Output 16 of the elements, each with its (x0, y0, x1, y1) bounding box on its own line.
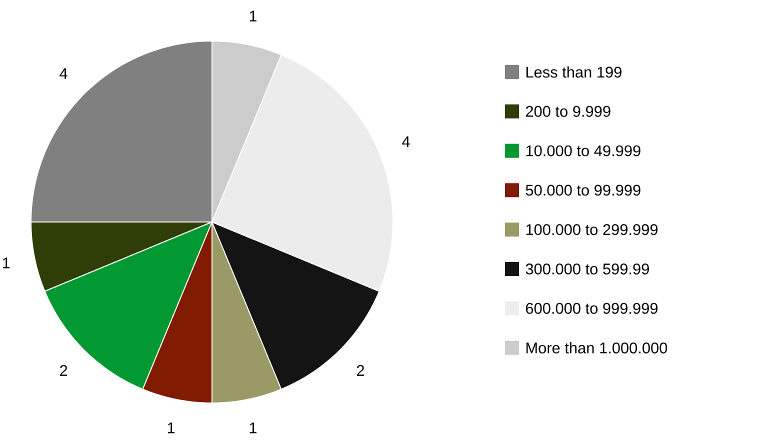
data-label: 4 (60, 68, 68, 79)
data-label: 2 (356, 365, 364, 376)
data-label: 1 (250, 422, 257, 434)
legend-label: 200 to 9.999 (526, 106, 610, 117)
data-label: 4 (402, 136, 410, 147)
legend-label: 300.000 to 599.99 (526, 264, 649, 274)
data-label: 1 (250, 10, 257, 22)
legend-label: 100.000 to 299.999 (526, 224, 658, 236)
legend-label: 10.000 to 49.999 (526, 145, 640, 156)
legend-label: 600.000 to 999.999 (526, 302, 658, 314)
legend-label: Less than 199 (526, 66, 622, 78)
legend-label: 50.000 to 99.999 (526, 184, 640, 196)
data-label: 2 (60, 365, 68, 376)
data-label: 1 (168, 422, 175, 434)
legend-label: More than 1.000.000 (526, 342, 668, 354)
data-label: 1 (2, 258, 10, 268)
